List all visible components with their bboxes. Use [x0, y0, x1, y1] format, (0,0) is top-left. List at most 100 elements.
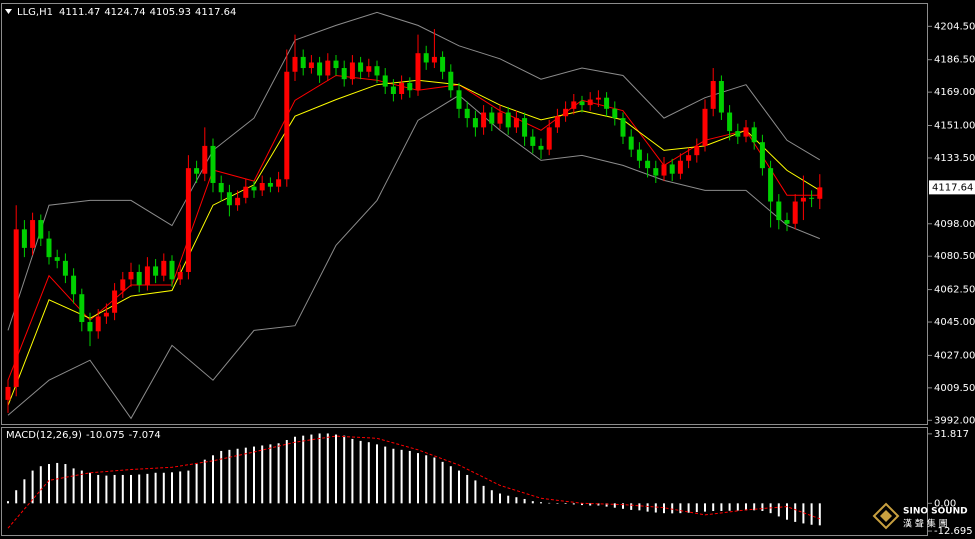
candle-body — [759, 142, 765, 169]
candle-body — [177, 271, 183, 280]
y-tick-label: 3992.00 — [934, 415, 975, 426]
candle-body — [686, 155, 692, 161]
macd-bar — [490, 490, 493, 504]
candle-body — [448, 71, 454, 91]
macd-bar — [572, 503, 575, 505]
candle-body — [431, 56, 437, 63]
candle-body — [161, 260, 167, 276]
macd-bar — [695, 503, 698, 513]
macd-bar — [581, 503, 583, 506]
macd-bar — [679, 503, 682, 514]
candle-body — [185, 168, 191, 272]
menu-arrow[interactable] — [5, 9, 12, 14]
open-value: 4111.47 — [59, 7, 100, 18]
macd-bar — [154, 472, 157, 504]
macd-bar — [285, 440, 288, 504]
candle-body — [620, 118, 626, 137]
candle-body — [144, 266, 150, 285]
macd-bar — [663, 503, 665, 514]
macd-bar — [515, 497, 518, 504]
candle-body — [653, 168, 659, 176]
candle-body — [349, 62, 355, 80]
close-value: 4117.64 — [195, 7, 236, 18]
macd-bar — [384, 446, 387, 504]
y-tick-label: 4009.50 — [934, 383, 975, 394]
candle-body — [112, 290, 118, 313]
candle-body — [38, 220, 44, 239]
macd-bar — [187, 470, 190, 504]
candle-body — [472, 118, 478, 128]
macd-bar — [39, 466, 42, 504]
candle-body — [440, 56, 446, 72]
candle-body — [456, 90, 462, 109]
candle-body — [415, 53, 421, 91]
candle-body — [276, 179, 282, 187]
macd-bar — [794, 503, 797, 522]
candle-body — [169, 260, 175, 280]
macd-bar — [294, 436, 296, 504]
candle-body — [792, 201, 798, 224]
candle-body — [645, 160, 651, 169]
candle-body — [587, 99, 593, 106]
macd-bar — [220, 450, 223, 504]
macd-bar — [761, 503, 764, 511]
chart-header: LLG,H1 4111.47 4124.74 4105.93 4117.64 — [17, 7, 236, 18]
candle-body — [226, 192, 232, 206]
candle-body — [54, 257, 60, 261]
candle-body — [210, 145, 216, 183]
macd-bar — [236, 448, 239, 504]
macd-title: MACD(12,26,9) — [6, 430, 82, 441]
candle-body — [251, 186, 257, 191]
macd-bar — [228, 449, 231, 504]
macd-bar — [556, 503, 559, 504]
macd-bar — [367, 442, 370, 504]
candle-body — [636, 149, 642, 161]
macd-bar — [777, 503, 780, 517]
macd-pane-frame — [1, 427, 928, 536]
candle-body — [87, 322, 93, 332]
candle-body — [21, 229, 27, 248]
macd-bar — [613, 503, 616, 508]
macd-bar — [121, 474, 124, 504]
brand: SINO SOUND — [903, 507, 968, 517]
indicator-line — [7, 94, 820, 420]
macd-bar — [720, 503, 723, 511]
brand-chinese: 漢 聲 集 團 — [903, 518, 948, 530]
candle-body — [218, 182, 224, 193]
macd-bar — [203, 459, 206, 504]
candle-body — [399, 82, 405, 94]
macd-bar — [646, 503, 649, 512]
candle-body — [95, 316, 101, 332]
candle-body — [604, 97, 610, 109]
candle-body — [243, 186, 249, 198]
macd-bar — [162, 472, 165, 504]
candle-body — [702, 108, 708, 146]
macd-bar — [359, 440, 362, 504]
macd-bar — [425, 455, 428, 504]
candle-body — [612, 108, 618, 119]
macd-header: MACD(12,26,9) -10.075 -7.074 — [6, 430, 161, 441]
macd-bar — [638, 503, 641, 511]
candle-body — [776, 201, 782, 221]
macd-bar — [589, 503, 592, 506]
candle-body — [325, 60, 331, 76]
macd-bar — [818, 503, 821, 526]
y-tick-label: 4045.00 — [934, 317, 975, 328]
macd-bar — [712, 503, 715, 511]
y-tick-label: 31.817 — [934, 429, 969, 440]
candle-body — [677, 160, 683, 174]
candle-body — [727, 112, 733, 132]
candle-body — [522, 118, 528, 137]
macd-bar — [597, 503, 600, 506]
macd-bar — [23, 479, 26, 504]
candle-body — [751, 127, 757, 143]
macd-bar — [802, 503, 805, 524]
y-tick-label: -12.695 — [934, 526, 973, 537]
low-value: 4105.93 — [150, 7, 191, 18]
candle-body — [308, 62, 314, 69]
candle-body — [743, 127, 749, 137]
macd-bar — [449, 466, 452, 504]
macd-bar — [499, 493, 501, 504]
high-value: 4124.74 — [104, 7, 145, 18]
